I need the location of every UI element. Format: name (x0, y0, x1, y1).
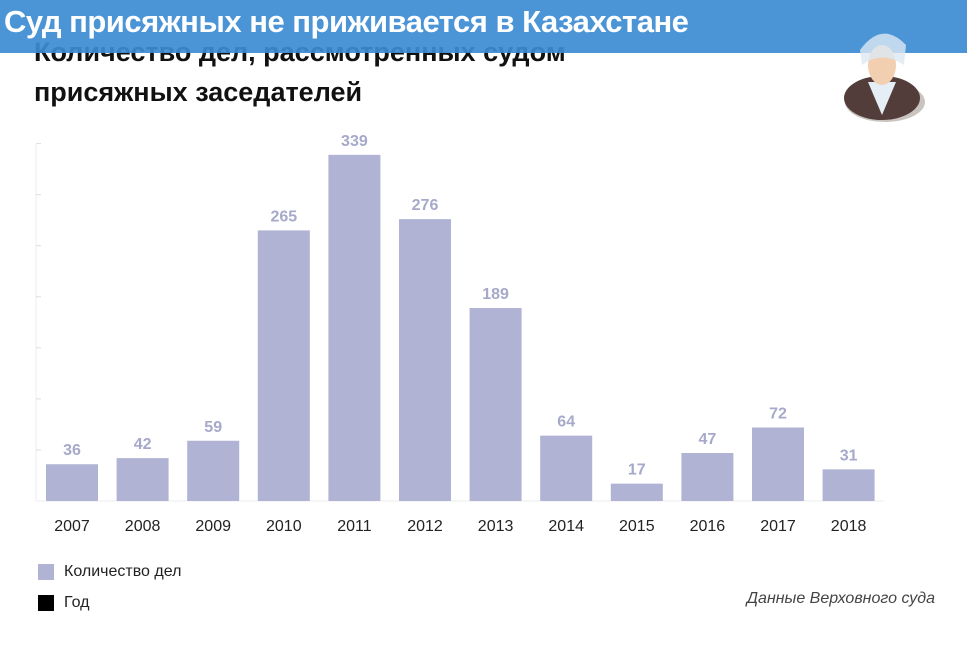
bar-2010 (257, 230, 310, 501)
x-tick-label-2010: 2010 (266, 518, 302, 535)
data-label-2011: 339 (341, 133, 368, 150)
x-tick-label-2007: 2007 (54, 518, 90, 535)
bar-2014 (540, 435, 593, 501)
legend-label-count: Количество дел (64, 563, 182, 580)
source-note: Данные Верховного суда (746, 590, 935, 607)
bar-2009 (187, 440, 240, 501)
bar-2018 (822, 469, 875, 501)
bar-2013 (469, 308, 522, 501)
bar-2007 (46, 464, 98, 501)
data-label-2016: 47 (699, 431, 717, 448)
data-label-2012: 276 (412, 197, 439, 214)
bar-2016 (681, 453, 734, 501)
x-tick-label-2015: 2015 (619, 518, 655, 535)
data-label-2008: 42 (134, 436, 152, 453)
data-label-2014: 64 (557, 414, 575, 431)
data-label-2017: 72 (769, 405, 787, 422)
bar-2008 (116, 458, 169, 501)
bar-2012 (399, 219, 451, 502)
x-tick-label-2013: 2013 (478, 518, 514, 535)
bar-chart: 36 2007 42 2008 59 2009 265 2010 339 2011 276 2012 1… (35, 133, 884, 535)
x-tick-label-2009: 2009 (195, 518, 231, 535)
data-label-2009: 59 (204, 419, 222, 436)
x-tick-label-2018: 2018 (831, 518, 867, 535)
legend-item-count: Количество дел (38, 563, 181, 581)
juror-avatar-icon (844, 33, 925, 122)
data-label-2015: 17 (628, 462, 646, 479)
legend-swatch-year (38, 595, 54, 611)
bar-2011 (328, 154, 381, 501)
x-tick-label-2012: 2012 (407, 518, 443, 535)
data-label-2010: 265 (270, 208, 297, 225)
x-tick-label-2017: 2017 (760, 518, 796, 535)
bar-2017 (752, 427, 804, 501)
bar-2015 (610, 483, 663, 501)
legend-swatch-count (38, 564, 54, 580)
banner-title: Суд присяжных не приживается в Казахстан… (4, 4, 689, 39)
x-tick-label-2014: 2014 (548, 518, 584, 535)
data-label-2018: 31 (840, 447, 858, 464)
x-tick-label-2016: 2016 (690, 518, 726, 535)
x-tick-label-2011: 2011 (337, 518, 372, 535)
legend-item-year: Год (38, 594, 89, 612)
legend-label-year: Год (64, 594, 90, 611)
header-banner: Суд присяжных не приживается в Казахстан… (0, 0, 967, 53)
x-tick-label-2008: 2008 (125, 518, 161, 535)
data-label-2013: 189 (482, 286, 509, 303)
data-label-2007: 36 (63, 442, 81, 459)
